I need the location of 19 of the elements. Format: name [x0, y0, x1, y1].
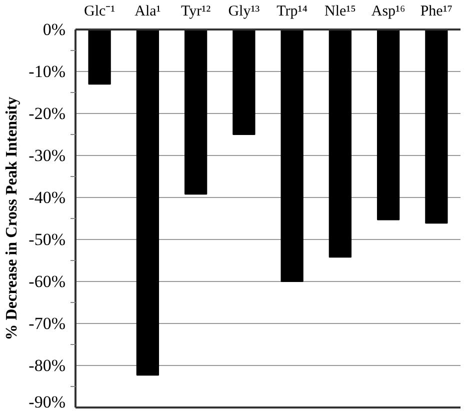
- x-tick-label: Phe¹⁷: [420, 4, 453, 20]
- y-tick-label: -20%: [28, 104, 66, 123]
- x-tick-label: Nle¹⁵: [324, 4, 356, 20]
- y-tick-label: -90%: [28, 392, 66, 411]
- y-tick-label: -50%: [28, 230, 66, 249]
- y-tick-label: 0%: [42, 20, 66, 39]
- y-tick-label: -10%: [28, 62, 66, 81]
- y-tick-label: -80%: [28, 356, 66, 375]
- y-tick-label: -40%: [28, 188, 66, 207]
- y-axis-title: % Decrease in Cross Peak Intensity: [4, 96, 21, 340]
- x-tick-label: Gly¹³: [228, 4, 260, 20]
- y-tick-label: -60%: [28, 272, 66, 291]
- x-tick-label: Glc⁻¹: [84, 4, 116, 20]
- x-tick-label: Ala¹: [134, 4, 161, 20]
- x-tick-label: Asp¹⁶: [371, 4, 406, 20]
- x-tick-label: Tyr¹²: [181, 4, 212, 20]
- y-tick-label: -30%: [28, 146, 66, 165]
- x-tick-label: Trp¹⁴: [276, 4, 308, 20]
- y-tick-label: -70%: [28, 314, 66, 333]
